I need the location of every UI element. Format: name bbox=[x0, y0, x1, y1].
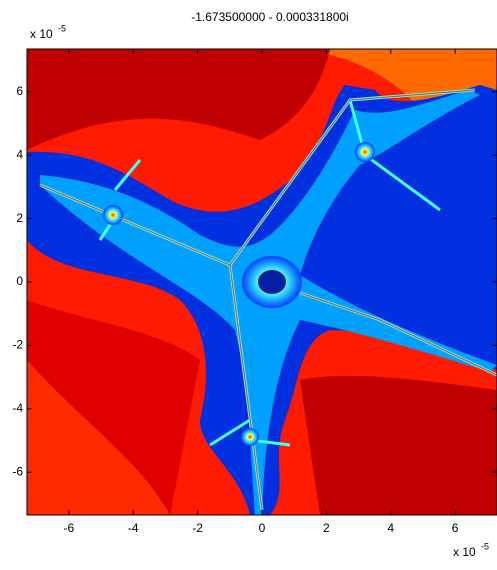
y-multiplier-exponent: -5 bbox=[58, 23, 66, 33]
x-tick-label: -2 bbox=[192, 521, 203, 535]
x-tick-label: 4 bbox=[387, 521, 394, 535]
y-multiplier-base: x 10 bbox=[30, 27, 53, 41]
x-multiplier-base: x 10 bbox=[453, 545, 476, 559]
y-tick-label: 2 bbox=[16, 211, 23, 225]
x-tick-label: 0 bbox=[259, 521, 266, 535]
y-tick-label: -6 bbox=[12, 464, 23, 478]
chart: -1.673500000 - 0.000331800i x 10 -5 x 10… bbox=[0, 0, 497, 565]
x-tick-label: -4 bbox=[128, 521, 139, 535]
x-tick-label: 6 bbox=[452, 521, 459, 535]
x-multiplier-exponent: -5 bbox=[481, 541, 489, 551]
chart-title: -1.673500000 - 0.000331800i bbox=[191, 10, 348, 24]
y-tick-label: 0 bbox=[16, 274, 23, 288]
x-tick-label: 2 bbox=[323, 521, 330, 535]
y-tick-label: 6 bbox=[16, 84, 23, 98]
y-tick-label: -2 bbox=[12, 338, 23, 352]
y-tick-label: -4 bbox=[12, 401, 23, 415]
y-tick-label: 4 bbox=[16, 147, 23, 161]
fractal-image bbox=[27, 49, 497, 515]
x-tick-label: -6 bbox=[64, 521, 75, 535]
